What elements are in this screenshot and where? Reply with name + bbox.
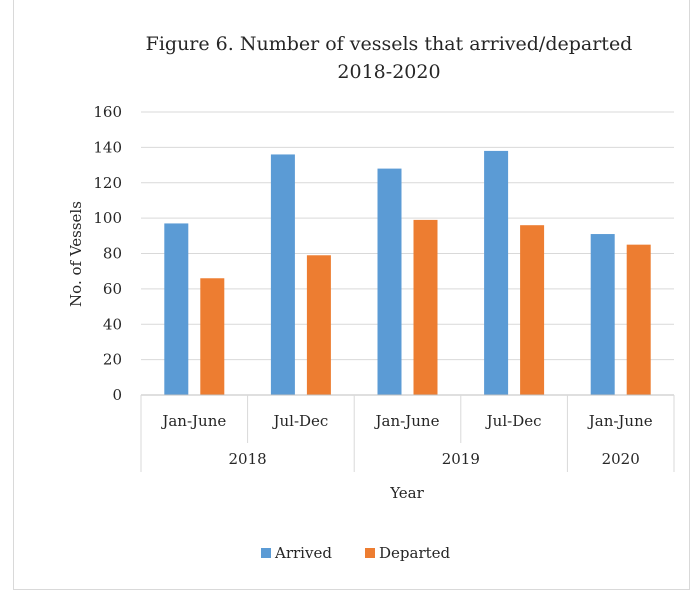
bar-arrived-2 — [270, 154, 295, 395]
x-group-label: 2019 — [442, 450, 480, 468]
legend-label-departed: Departed — [379, 544, 451, 562]
x-tick-label: Jan-June — [374, 412, 440, 430]
y-tick-label: 60 — [103, 280, 122, 298]
bar-departed-4 — [520, 225, 545, 395]
grid-lines — [141, 111, 674, 396]
legend-label-arrived: Arrived — [274, 544, 332, 562]
y-tick-label: 140 — [93, 138, 122, 156]
legend-swatch-arrived — [261, 548, 271, 558]
bar-departed-5 — [626, 244, 651, 395]
chart-subtitle: 2018-2020 — [337, 61, 440, 83]
bar-arrived-3 — [377, 168, 402, 395]
x-axis: Jan-June Jul-Dec Jan-June Jul-Dec Jan-June 20… — [140, 394, 675, 472]
x-tick-label: Jan-June — [160, 412, 226, 430]
x-group-label: 2018 — [229, 450, 267, 468]
bar-arrived-1 — [164, 223, 189, 395]
bar-arrived-5 — [590, 234, 615, 395]
bar-chart: Figure 6. Number of vessels that arrived… — [67, 33, 675, 562]
bar-departed-3 — [413, 219, 438, 395]
x-axis-title: Year — [389, 484, 424, 502]
y-axis-title: No. of Vessels — [67, 201, 85, 307]
chart-frame: Figure 6. Number of vessels that arrived… — [13, 0, 690, 590]
y-tick-label: 100 — [93, 209, 122, 227]
bar-arrived-4 — [484, 150, 509, 395]
legend-swatch-departed — [365, 548, 375, 558]
x-tick-label: Jul-Dec — [485, 412, 542, 430]
y-tick-label: 120 — [93, 174, 122, 192]
y-tick-label: 160 — [93, 103, 122, 121]
x-group-label: 2020 — [602, 450, 640, 468]
legend: Arrived Departed — [261, 544, 451, 562]
bars — [164, 150, 651, 395]
x-tick-label: Jul-Dec — [271, 412, 328, 430]
bar-departed-1 — [200, 278, 225, 395]
y-tick-label: 80 — [103, 245, 122, 263]
chart-title: Figure 6. Number of vessels that arrived… — [146, 33, 633, 55]
y-tick-label: 0 — [112, 386, 122, 404]
x-tick-label: Jan-June — [587, 412, 653, 430]
y-tick-labels: 0 20 40 60 80 100 120 140 160 — [93, 103, 122, 404]
y-tick-label: 20 — [103, 351, 122, 369]
bar-departed-2 — [306, 255, 331, 395]
y-tick-label: 40 — [103, 315, 122, 333]
